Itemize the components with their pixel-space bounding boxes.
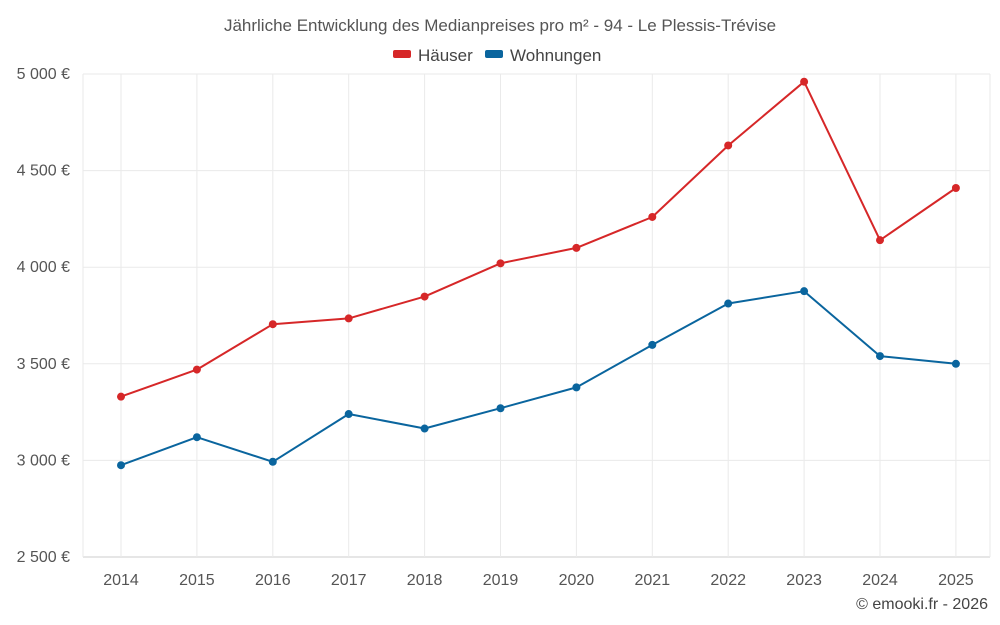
legend-swatch-haeuser bbox=[393, 50, 411, 58]
grid-layer bbox=[82, 73, 991, 558]
chart-title: Jährliche Entwicklung des Medianpreises … bbox=[224, 16, 776, 35]
data-point-haeuser[interactable] bbox=[344, 314, 353, 323]
x-tick-label: 2024 bbox=[862, 572, 898, 589]
data-point-wohnungen[interactable] bbox=[192, 433, 201, 442]
data-point-haeuser[interactable] bbox=[192, 365, 201, 374]
y-tick-label: 2 500 € bbox=[17, 549, 70, 566]
data-point-wohnungen[interactable] bbox=[800, 287, 809, 296]
data-point-haeuser[interactable] bbox=[951, 183, 960, 192]
x-tick-label: 2022 bbox=[710, 572, 746, 589]
data-point-wohnungen[interactable] bbox=[268, 457, 277, 466]
x-tick-label: 2020 bbox=[559, 572, 595, 589]
y-tick-label: 3 500 € bbox=[17, 356, 70, 373]
legend-item-wohnungen[interactable]: Wohnungen bbox=[485, 46, 601, 65]
y-tick-label: 4 500 € bbox=[17, 163, 70, 180]
series-line-haeuser bbox=[120, 80, 957, 398]
legend-item-haeuser[interactable]: Häuser bbox=[393, 46, 473, 65]
data-point-haeuser[interactable] bbox=[648, 212, 657, 221]
x-tick-label: 2023 bbox=[786, 572, 822, 589]
y-tick-label: 5 000 € bbox=[17, 66, 70, 83]
x-tick-label: 2015 bbox=[179, 572, 215, 589]
legend-label-wohnungen: Wohnungen bbox=[510, 46, 601, 65]
data-point-haeuser[interactable] bbox=[117, 392, 125, 401]
data-point-haeuser[interactable] bbox=[572, 243, 581, 252]
data-point-wohnungen[interactable] bbox=[648, 340, 657, 349]
x-tick-label: 2021 bbox=[635, 572, 671, 589]
series-layer bbox=[117, 77, 960, 470]
data-point-wohnungen[interactable] bbox=[572, 383, 581, 392]
x-axis-ticks: 2014 2015 2016 2017 2018 2019 2020 2021 2022 2023… bbox=[103, 572, 974, 589]
series-line-wohnungen bbox=[120, 290, 957, 467]
data-point-wohnungen[interactable] bbox=[420, 424, 429, 433]
legend-swatch-wohnungen bbox=[485, 50, 503, 58]
data-point-haeuser[interactable] bbox=[420, 292, 429, 301]
data-point-wohnungen[interactable] bbox=[876, 352, 884, 361]
data-point-haeuser[interactable] bbox=[800, 77, 809, 86]
legend[interactable]: Häuser Wohnungen bbox=[393, 46, 601, 65]
x-tick-label: 2014 bbox=[103, 572, 139, 589]
x-tick-label: 2016 bbox=[255, 572, 291, 589]
data-point-wohnungen[interactable] bbox=[951, 359, 960, 368]
data-point-wohnungen[interactable] bbox=[724, 299, 733, 308]
data-point-haeuser[interactable] bbox=[496, 259, 505, 268]
x-tick-label: 2018 bbox=[407, 572, 443, 589]
data-point-haeuser[interactable] bbox=[876, 236, 884, 245]
y-tick-label: 4 000 € bbox=[17, 259, 70, 276]
y-axis-ticks: 2 500 € 3 000 € 3 500 € 4 000 € 4 500 € 5 000… bbox=[17, 66, 70, 566]
data-point-wohnungen[interactable] bbox=[496, 404, 505, 413]
data-point-haeuser[interactable] bbox=[268, 320, 277, 329]
x-tick-label: 2017 bbox=[331, 572, 367, 589]
legend-label-haeuser: Häuser bbox=[418, 46, 473, 65]
data-point-wohnungen[interactable] bbox=[344, 410, 353, 419]
credit-text: © emooki.fr - 2026 bbox=[856, 596, 988, 613]
data-point-wohnungen[interactable] bbox=[117, 461, 125, 470]
x-tick-label: 2019 bbox=[483, 572, 519, 589]
y-tick-label: 3 000 € bbox=[17, 452, 70, 469]
data-point-haeuser[interactable] bbox=[724, 141, 733, 150]
x-tick-label: 2025 bbox=[938, 572, 974, 589]
